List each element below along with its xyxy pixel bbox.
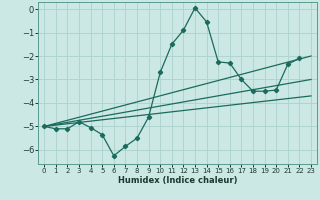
X-axis label: Humidex (Indice chaleur): Humidex (Indice chaleur) [118, 176, 237, 185]
